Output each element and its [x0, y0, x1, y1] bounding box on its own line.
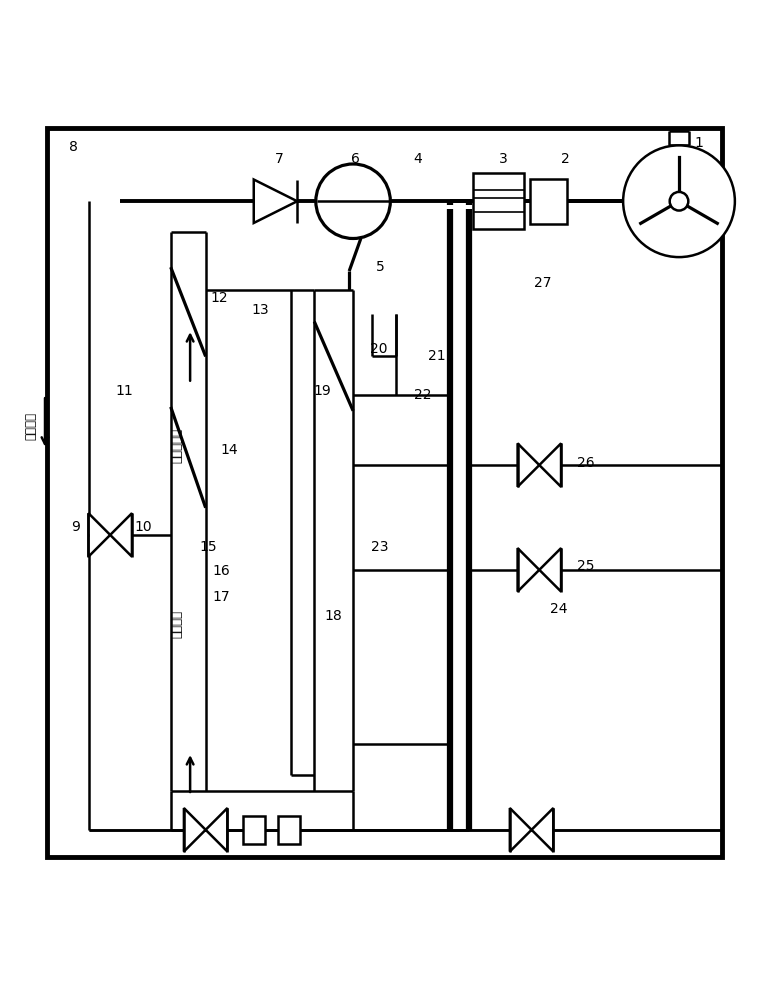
- Text: 20: 20: [370, 342, 387, 356]
- Text: 1: 1: [694, 136, 703, 150]
- Text: 两相流方向: 两相流方向: [171, 428, 183, 463]
- Circle shape: [670, 192, 688, 211]
- Polygon shape: [254, 180, 297, 223]
- Bar: [278, 816, 300, 844]
- Polygon shape: [539, 443, 561, 487]
- Bar: [530, 179, 567, 224]
- Text: 14: 14: [220, 443, 237, 457]
- Text: 27: 27: [535, 276, 552, 290]
- Bar: [243, 816, 265, 844]
- Polygon shape: [88, 513, 110, 557]
- Text: 24: 24: [550, 602, 567, 616]
- Polygon shape: [518, 548, 539, 592]
- Text: 25: 25: [577, 559, 594, 573]
- Text: 17: 17: [213, 590, 230, 604]
- Polygon shape: [532, 808, 553, 852]
- Text: 13: 13: [251, 303, 268, 317]
- Text: 22: 22: [414, 388, 431, 402]
- Text: 10: 10: [135, 520, 152, 534]
- Text: 液流方向: 液流方向: [171, 610, 183, 638]
- Text: 26: 26: [577, 456, 594, 470]
- Polygon shape: [110, 513, 132, 557]
- Polygon shape: [510, 808, 532, 852]
- Text: 12: 12: [211, 291, 228, 305]
- Text: 19: 19: [314, 384, 331, 398]
- Text: 23: 23: [372, 540, 389, 554]
- Text: 21: 21: [428, 349, 445, 363]
- Text: 4: 4: [413, 152, 422, 166]
- Text: 9: 9: [71, 520, 81, 534]
- Polygon shape: [539, 548, 561, 592]
- Circle shape: [623, 145, 735, 257]
- Text: 16: 16: [213, 564, 230, 578]
- Text: 2: 2: [560, 152, 570, 166]
- Text: 11: 11: [116, 384, 133, 398]
- Text: 3: 3: [498, 152, 508, 166]
- Text: 7: 7: [275, 152, 284, 166]
- Bar: [47, 128, 722, 857]
- Text: 18: 18: [325, 609, 342, 623]
- Polygon shape: [206, 808, 227, 852]
- Text: 5: 5: [376, 260, 385, 274]
- Text: 15: 15: [199, 540, 217, 554]
- Polygon shape: [184, 808, 206, 852]
- Polygon shape: [518, 443, 539, 487]
- Bar: [473, 173, 524, 229]
- Text: 气流方向: 气流方向: [25, 412, 37, 440]
- Circle shape: [316, 164, 390, 238]
- Text: 6: 6: [351, 152, 360, 166]
- Text: 8: 8: [69, 140, 78, 154]
